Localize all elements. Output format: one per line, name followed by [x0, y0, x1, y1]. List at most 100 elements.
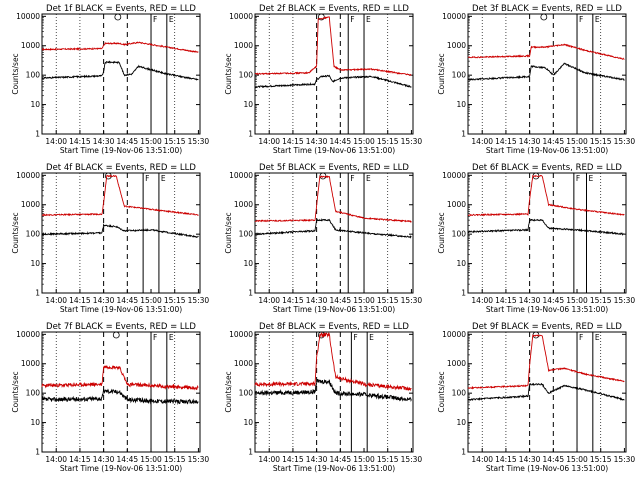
y-tick-label: 1	[461, 448, 466, 457]
x-tick-label: 14:00	[258, 137, 280, 146]
x-tick-label: 14:00	[45, 137, 67, 146]
series-lld-line	[254, 175, 412, 223]
x-tick-label: 15:00	[140, 296, 162, 305]
chart-title: Det 7f BLACK = Events, RED = LLD	[46, 322, 196, 332]
chart-title: Det 3f BLACK = Events, RED = LLD	[472, 4, 622, 14]
series-lld-line	[41, 41, 199, 53]
y-tick-label: 100	[26, 389, 41, 398]
marker-label-F: F	[579, 15, 583, 24]
x-tick-label: 14:15	[282, 137, 304, 146]
y-tick-label: 10000	[442, 12, 466, 21]
y-tick-label: 1	[461, 289, 466, 298]
y-tick-label: 100	[239, 230, 254, 239]
y-axis-label: Counts/sec	[11, 371, 20, 412]
y-tick-label: 10000	[229, 330, 253, 339]
x-tick-label: 15:15	[377, 296, 399, 305]
y-tick-label: 1	[35, 130, 40, 139]
x-tick-label: 14:00	[45, 296, 67, 305]
x-tick-label: 14:30	[306, 455, 328, 464]
chart-title: Det 8f BLACK = Events, RED = LLD	[259, 322, 409, 332]
y-tick-label: 1	[35, 289, 40, 298]
x-tick-label: 14:00	[471, 137, 493, 146]
y-axis-label: Counts/sec	[224, 53, 233, 94]
x-tick-label: 14:30	[306, 296, 328, 305]
marker-S	[317, 13, 325, 21]
detector-panel-6: Det 6f BLACK = Events, RED = LLD F E 1 10 100…	[426, 159, 638, 319]
chart-title: Det 1f BLACK = Events, RED = LLD	[46, 4, 196, 14]
y-tick-label: 100	[452, 230, 467, 239]
x-tick-label: 14:00	[258, 455, 280, 464]
y-tick-label: 10	[456, 100, 466, 109]
y-tick-label: 1000	[21, 41, 40, 50]
x-tick-label: 14:30	[519, 296, 541, 305]
x-tick-label: 14:15	[495, 296, 517, 305]
y-tick-label: 1	[248, 448, 253, 457]
series-lld-line	[254, 331, 412, 392]
detector-panel-2: Det 2f BLACK = Events, RED = LLD F E 1 10 100…	[213, 0, 425, 160]
y-axis-label: Counts/sec	[11, 53, 20, 94]
y-tick-label: 100	[239, 71, 254, 80]
x-tick-label: 14:00	[471, 455, 493, 464]
x-tick-label: 15:15	[590, 296, 612, 305]
y-tick-label: 10	[243, 259, 253, 268]
marker-label-F: F	[350, 15, 354, 24]
x-axis-label: Start Time (19-Nov-06 13:51:00)	[486, 305, 608, 314]
marker-label-E: E	[161, 174, 166, 183]
x-tick-label: 14:30	[93, 137, 115, 146]
x-axis-label: Start Time (19-Nov-06 13:51:00)	[273, 305, 395, 314]
x-tick-label: 14:45	[117, 296, 139, 305]
detector-panel-8: Det 8f BLACK = Events, RED = LLD F E 1 10 100…	[213, 318, 425, 478]
marker-label-E: E	[589, 174, 594, 183]
y-tick-label: 10000	[229, 12, 253, 21]
x-tick-label: 15:15	[377, 137, 399, 146]
x-tick-label: 14:30	[93, 455, 115, 464]
detector-panel-9: Det 9f BLACK = Events, RED = LLD F E 1 10 100…	[426, 318, 638, 478]
marker-label-F: F	[350, 174, 354, 183]
x-tick-label: 15:30	[401, 137, 423, 146]
x-tick-label: 14:45	[543, 455, 565, 464]
x-tick-label: 15:00	[566, 296, 588, 305]
y-tick-label: 1000	[447, 359, 466, 368]
marker-label-F: F	[353, 333, 357, 342]
y-tick-label: 1000	[234, 41, 253, 50]
x-tick-label: 14:15	[282, 455, 304, 464]
detector-panel-4: Det 4f BLACK = Events, RED = LLD F E 1 10 100…	[0, 159, 212, 319]
x-tick-label: 14:15	[69, 296, 91, 305]
series-events-line	[254, 218, 412, 239]
y-tick-label: 100	[26, 71, 41, 80]
y-tick-label: 100	[452, 71, 467, 80]
x-tick-label: 15:15	[590, 137, 612, 146]
x-tick-label: 15:30	[188, 137, 210, 146]
marker-label-E: E	[366, 15, 371, 24]
x-tick-label: 15:15	[164, 137, 186, 146]
series-lld-line	[467, 333, 625, 390]
y-tick-label: 10000	[442, 171, 466, 180]
y-tick-label: 1000	[234, 200, 253, 209]
x-axis-label: Start Time (19-Nov-06 13:51:00)	[60, 464, 182, 473]
series-lld-line	[254, 16, 412, 76]
chart-title: Det 5f BLACK = Events, RED = LLD	[259, 163, 409, 173]
x-tick-label: 15:30	[614, 296, 636, 305]
y-axis-label: Counts/sec	[437, 212, 446, 253]
x-tick-label: 14:45	[330, 296, 352, 305]
y-tick-label: 100	[452, 389, 467, 398]
series-events-line	[41, 223, 199, 239]
series-events-line	[41, 60, 199, 81]
plot-frame	[467, 13, 627, 135]
detector-panel-7: Det 7f BLACK = Events, RED = LLD F E 1 10 100…	[0, 318, 212, 478]
y-axis-label: Counts/sec	[437, 53, 446, 94]
y-tick-label: 10000	[16, 12, 40, 21]
series-lld-line	[41, 365, 199, 391]
chart-title: Det 6f BLACK = Events, RED = LLD	[472, 163, 622, 173]
y-tick-label: 1000	[234, 359, 253, 368]
x-axis-label: Start Time (19-Nov-06 13:51:00)	[273, 464, 395, 473]
x-tick-label: 14:30	[306, 137, 328, 146]
y-tick-label: 10000	[442, 330, 466, 339]
marker-label-F: F	[145, 174, 149, 183]
x-tick-label: 15:30	[188, 296, 210, 305]
plot-frame	[254, 172, 414, 294]
x-tick-label: 15:15	[164, 455, 186, 464]
y-tick-label: 10	[243, 418, 253, 427]
